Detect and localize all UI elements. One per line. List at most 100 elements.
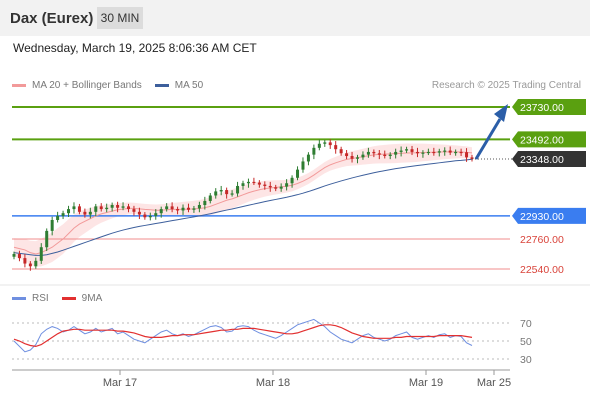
level-label-23348.00: 23348.00 bbox=[520, 154, 564, 166]
candle-body bbox=[388, 154, 392, 157]
candle-body bbox=[127, 206, 130, 210]
candle-body bbox=[263, 184, 267, 186]
candle-body bbox=[459, 151, 463, 154]
level-label-23492.00: 23492.00 bbox=[520, 134, 564, 146]
candle-body bbox=[470, 157, 474, 160]
legend-item-ma50: MA 50 bbox=[154, 80, 204, 91]
rsi-line bbox=[13, 318, 473, 353]
candle-body bbox=[219, 190, 223, 192]
candle-body bbox=[77, 206, 81, 212]
candle-body bbox=[181, 207, 185, 211]
copyright-text: Research © 2025 Trading Central bbox=[431, 80, 581, 91]
level-label-22930.00: 22930.00 bbox=[520, 211, 564, 223]
candle-body bbox=[105, 207, 109, 210]
candle-body bbox=[208, 195, 212, 201]
candle-body bbox=[230, 193, 234, 195]
candle-body bbox=[394, 151, 398, 155]
candle-body bbox=[246, 181, 250, 184]
candle-body bbox=[116, 205, 120, 208]
rsi-tick-50: 50 bbox=[520, 336, 532, 348]
candle-body bbox=[339, 149, 343, 154]
bollinger-band-area bbox=[14, 143, 472, 267]
instrument-title: Dax (Eurex) bbox=[10, 10, 94, 27]
candle-body bbox=[39, 247, 43, 261]
candle-body bbox=[17, 254, 21, 259]
x-label-Mar-19: Mar 19 bbox=[409, 377, 443, 389]
candle-body bbox=[350, 156, 354, 159]
candle-body bbox=[34, 260, 38, 267]
interval-button[interactable]: 30 MIN bbox=[97, 7, 143, 29]
candle-body bbox=[285, 183, 289, 187]
candle-body bbox=[83, 211, 87, 215]
legend-label-rsi: RSI bbox=[32, 293, 49, 304]
candle-body bbox=[405, 149, 409, 151]
candle-body bbox=[328, 142, 332, 146]
candle-body bbox=[301, 161, 305, 170]
chart-header: Dax (Eurex) 30 MIN bbox=[0, 0, 590, 36]
candle-body bbox=[165, 206, 169, 210]
level-tag-23492.00 bbox=[512, 131, 586, 148]
candle-body bbox=[170, 206, 174, 210]
candle-body bbox=[448, 150, 452, 153]
candles-group bbox=[12, 139, 474, 271]
candle-body bbox=[426, 151, 430, 154]
candle-body bbox=[257, 182, 261, 185]
candle-body bbox=[377, 153, 381, 155]
candle-body bbox=[372, 151, 376, 154]
legend-item-rsi: RSI bbox=[12, 293, 49, 304]
candle-body bbox=[317, 143, 321, 148]
candle-body bbox=[72, 206, 76, 210]
level-tag-23348.00 bbox=[512, 151, 586, 168]
candle-body bbox=[437, 151, 441, 153]
candle-body bbox=[214, 191, 218, 196]
candle-body bbox=[88, 211, 92, 215]
candle-body bbox=[268, 185, 272, 188]
candle-body bbox=[197, 205, 201, 209]
candle-body bbox=[415, 151, 419, 154]
candle-body bbox=[148, 215, 152, 218]
level-label-22760.00: 22760.00 bbox=[520, 234, 564, 246]
candle-body bbox=[176, 209, 180, 211]
level-label-23730.00: 23730.00 bbox=[520, 102, 564, 114]
candle-body bbox=[345, 153, 349, 157]
candle-body bbox=[137, 211, 141, 215]
legend-label-ma9: 9MA bbox=[81, 293, 103, 304]
candle-body bbox=[132, 209, 136, 212]
candle-body bbox=[61, 213, 65, 216]
candle-body bbox=[410, 149, 414, 152]
candle-body bbox=[56, 215, 60, 220]
candle-body bbox=[274, 187, 278, 189]
forecast-arrow-shaft bbox=[474, 118, 502, 160]
candle-body bbox=[443, 150, 447, 152]
forecast-arrowhead bbox=[494, 104, 508, 122]
candle-body bbox=[454, 151, 458, 154]
candle-body bbox=[50, 219, 54, 231]
rsi-legend: RSI 9MA bbox=[12, 293, 115, 304]
rsi-tick-30: 30 bbox=[520, 354, 532, 366]
candle-body bbox=[361, 154, 365, 158]
candle-body bbox=[323, 142, 327, 144]
candle-body bbox=[23, 258, 27, 264]
candle-body bbox=[312, 147, 316, 155]
candle-body bbox=[28, 263, 32, 267]
candle-body bbox=[432, 151, 436, 154]
level-label-22540.00: 22540.00 bbox=[520, 264, 564, 276]
candle-body bbox=[306, 154, 310, 162]
candle-body bbox=[383, 154, 387, 157]
candle-body bbox=[159, 209, 163, 214]
candle-body bbox=[154, 213, 158, 216]
datetime-label: Wednesday, March 19, 2025 8:06:36 AM CET bbox=[13, 41, 257, 55]
legend-label-ma50: MA 50 bbox=[174, 80, 204, 91]
ma50-line bbox=[13, 158, 473, 256]
candle-body bbox=[186, 207, 190, 210]
candle-body bbox=[143, 214, 147, 218]
candle-body bbox=[236, 185, 240, 194]
candle-body bbox=[203, 200, 207, 206]
candle-body bbox=[121, 206, 125, 208]
candle-body bbox=[465, 152, 469, 158]
rsi-panel: 70 50 30 bbox=[12, 318, 532, 366]
x-label-Mar-18: Mar 18 bbox=[256, 377, 290, 389]
candle-body bbox=[192, 208, 196, 210]
price-legend: MA 20 + Bollinger Bands MA 50 bbox=[12, 80, 216, 91]
